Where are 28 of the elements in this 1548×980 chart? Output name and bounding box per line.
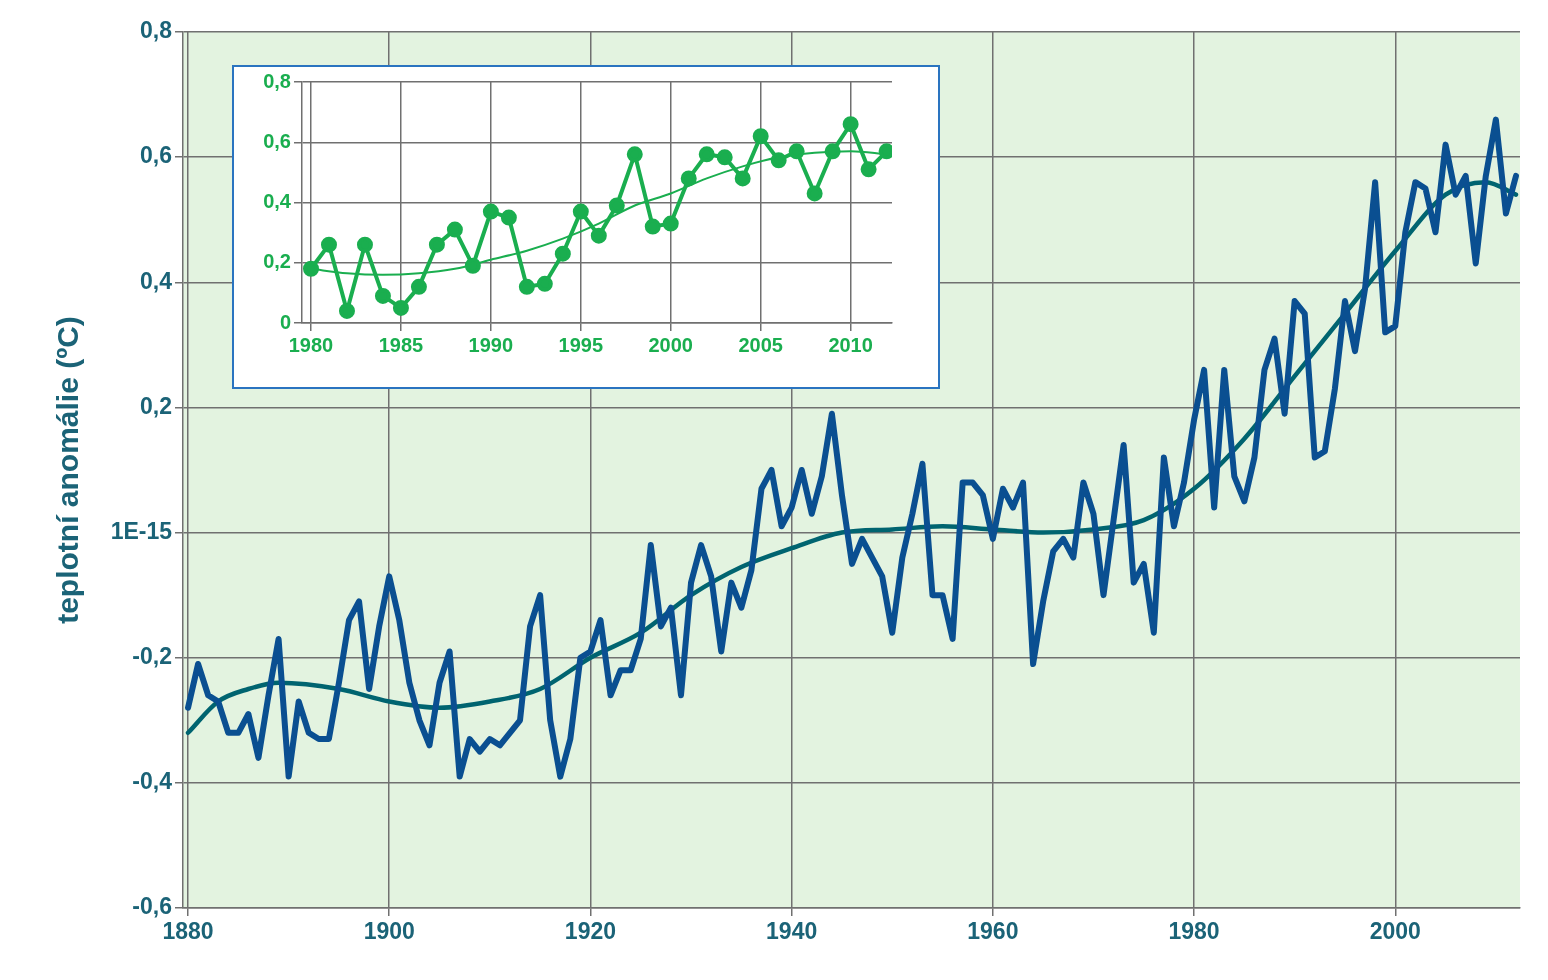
x-tick-label: 1980 <box>288 333 334 356</box>
x-tick-label: 1960 <box>967 918 1019 945</box>
x-tick-label: 2000 <box>648 333 693 356</box>
x-tick-label: 2000 <box>1369 918 1421 945</box>
x-tick-label: 1880 <box>162 918 214 945</box>
y-tick-label: 1E-15 <box>110 517 173 544</box>
y-tick-label: 0,8 <box>263 69 291 92</box>
x-tick-label: 1995 <box>558 333 604 356</box>
y-tick-label: 0,2 <box>140 392 172 419</box>
y-tick-label: -0,6 <box>132 893 172 920</box>
y-tick-label: 0,6 <box>263 129 291 152</box>
x-tick-label: 2010 <box>828 333 873 356</box>
x-tick-label: 1920 <box>564 918 617 945</box>
x-tick-label: 1985 <box>378 333 424 356</box>
x-tick-label: 1900 <box>363 918 415 945</box>
x-tick-label: 1980 <box>1168 918 1220 945</box>
y-tick-label: 0,2 <box>263 250 291 273</box>
y-axis-title: teplotní anomálie (ºC) <box>51 316 85 624</box>
y-tick-label: 0,8 <box>140 17 173 44</box>
y-tick-label: 0,6 <box>140 142 172 169</box>
y-tick-label: 0,4 <box>140 267 173 294</box>
y-tick-label: 0 <box>279 310 291 333</box>
y-tick-label: -0,2 <box>132 643 172 670</box>
y-tick-label: -0,4 <box>132 768 173 795</box>
x-tick-label: 2005 <box>738 333 783 356</box>
x-tick-label: 1940 <box>766 918 818 945</box>
y-tick-label: 0,4 <box>263 190 292 213</box>
x-tick-label: 1990 <box>468 333 514 356</box>
